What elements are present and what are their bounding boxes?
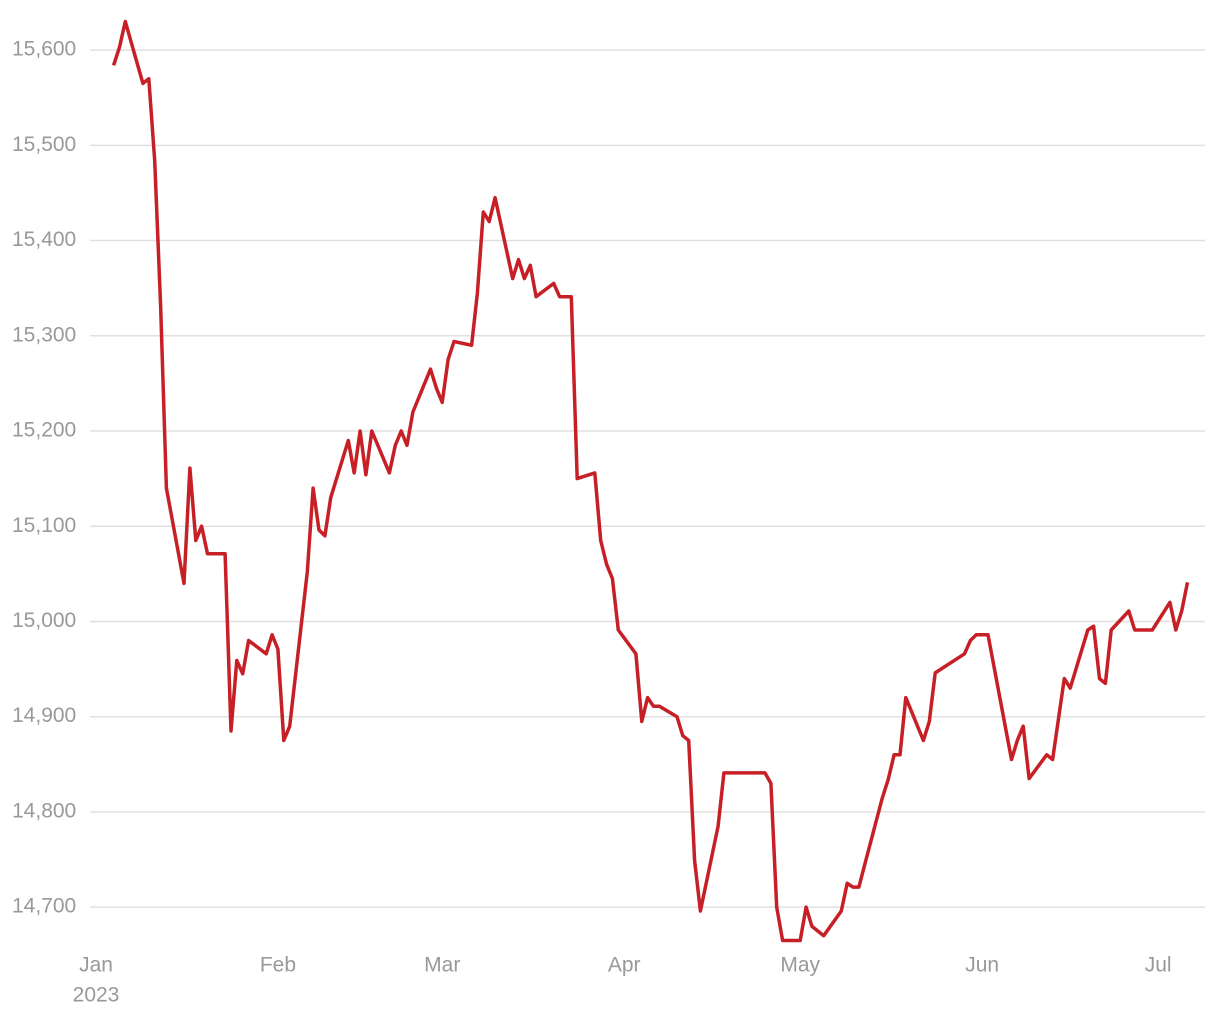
x-tick-label: Jul [1145,954,1172,977]
y-tick-label: 15,100 [12,514,76,537]
y-tick-label: 15,300 [12,323,76,346]
y-tick-label: 15,000 [12,609,76,632]
y-tick-label: 14,700 [12,895,76,918]
y-tick-label: 15,200 [12,419,76,442]
line-series [111,19,1190,943]
x-tick-label: May [780,954,820,977]
y-tick-label: 15,500 [12,133,76,156]
x-tick-label: Jan [79,954,113,977]
y-tick-label: 14,900 [12,704,76,727]
x-tick-label: Apr [608,954,641,977]
x-tick-label: Jun [965,954,999,977]
x-tick-label: Mar [424,954,460,977]
y-tick-label: 15,600 [12,38,76,61]
x-tick-sublabel: 2023 [73,984,120,1007]
x-tick-label: Feb [260,954,296,977]
y-tick-label: 15,400 [12,228,76,251]
y-tick-label: 14,800 [12,799,76,822]
